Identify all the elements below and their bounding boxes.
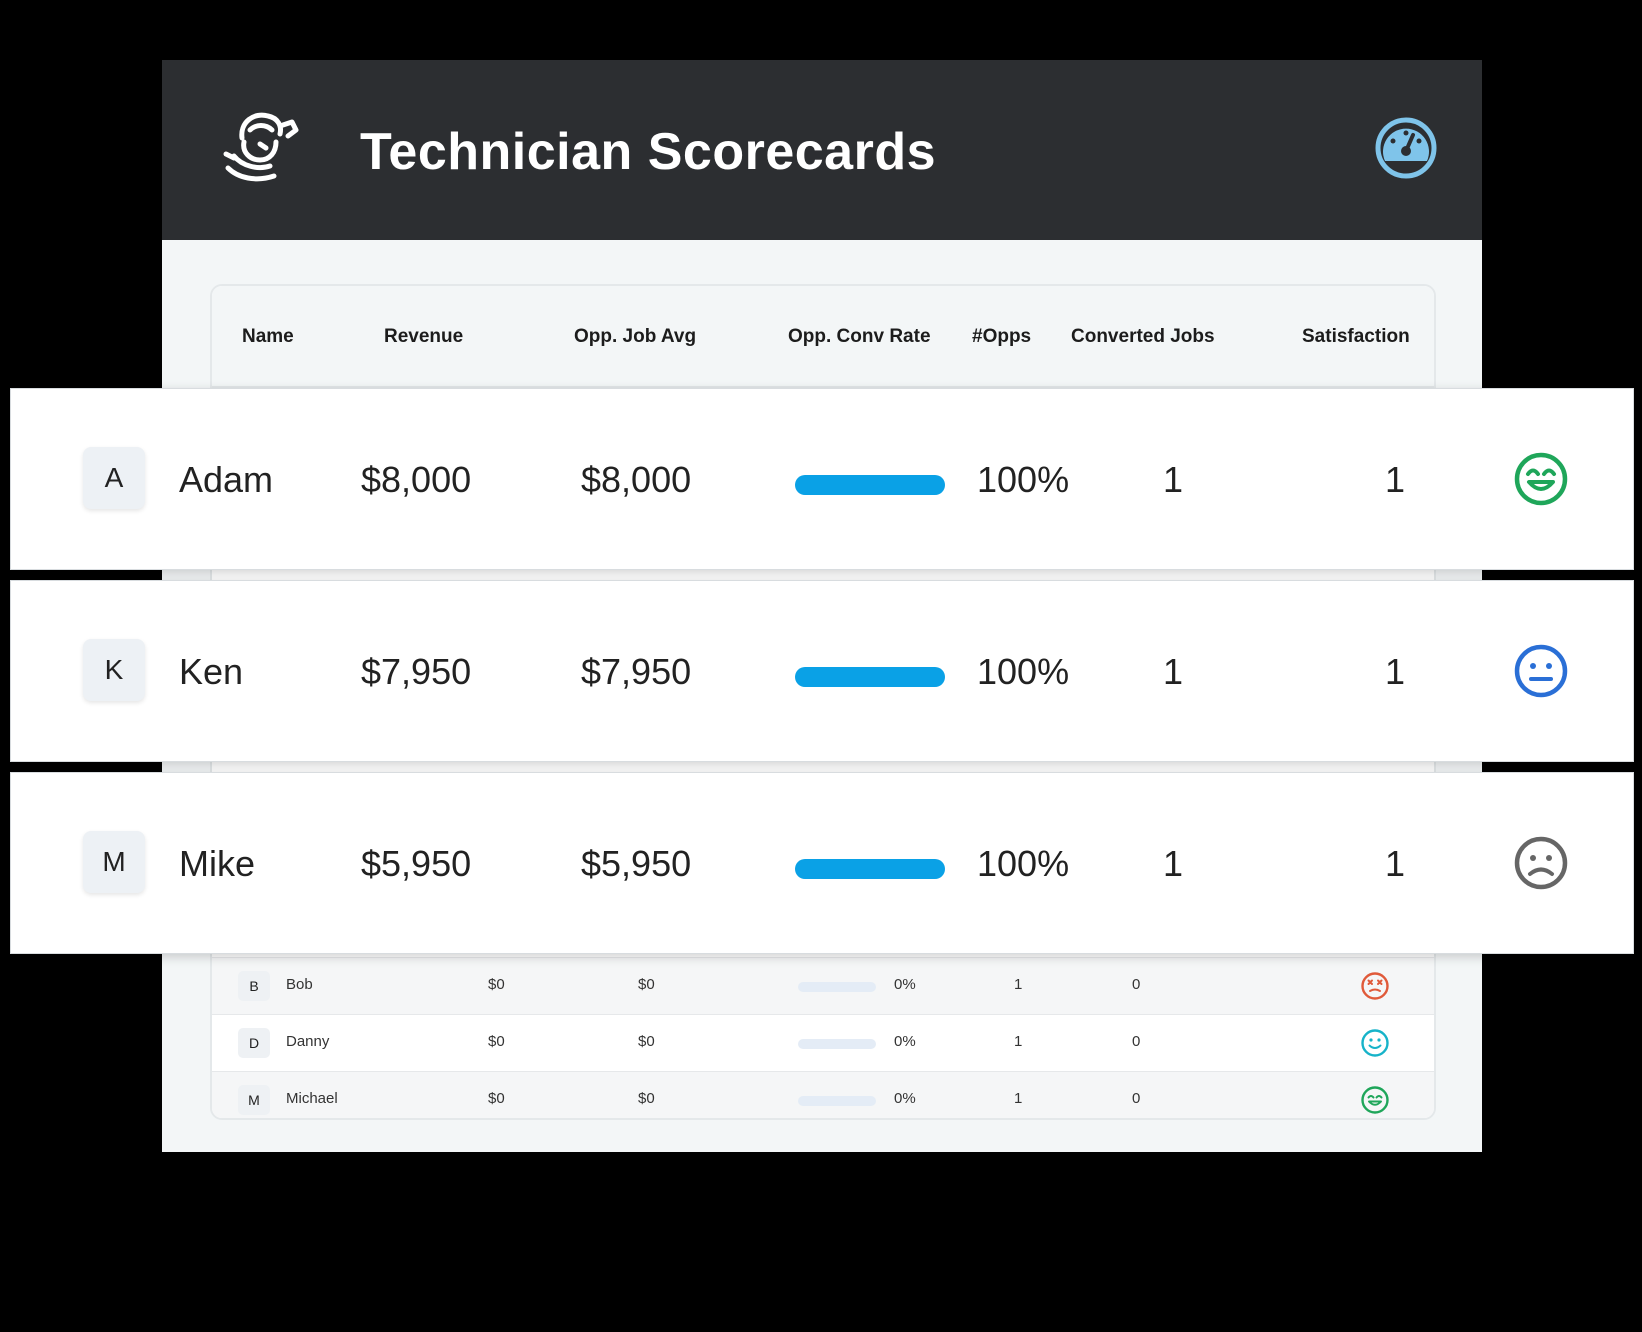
opps-value: 1 <box>1014 976 1023 993</box>
revenue-value: $5,950 <box>361 843 472 884</box>
conv-rate-value: 0% <box>894 1033 916 1050</box>
column-header-converted-jobs[interactable]: Converted Jobs <box>1071 326 1215 347</box>
highlight-card-ken[interactable]: K Ken $7,950 $7,950 100% 1 1 <box>10 580 1634 762</box>
column-header-revenue[interactable]: Revenue <box>384 326 464 347</box>
conv-rate-bar <box>795 859 945 879</box>
conv-rate-bar <box>795 475 945 495</box>
avatar: M <box>83 831 145 893</box>
conv-rate-value: 100% <box>977 651 1070 692</box>
avatar: D <box>238 1028 270 1058</box>
conv-rate-value: 100% <box>977 843 1070 884</box>
avatar: A <box>83 447 145 509</box>
opps-value: 1 <box>1014 1033 1023 1050</box>
converted-jobs-value: 1 <box>1385 459 1406 500</box>
converted-jobs-value: 0 <box>1132 1033 1141 1050</box>
mascot-logo-icon <box>223 112 299 182</box>
table-row[interactable]: D Danny $0 $0 0% 1 0 <box>212 1014 1434 1071</box>
opps-value: 1 <box>1163 651 1184 692</box>
conv-rate-value: 0% <box>894 1090 916 1107</box>
technician-name: Michael <box>286 1090 338 1107</box>
converted-jobs-value: 0 <box>1132 976 1141 993</box>
conv-rate-bar <box>798 1039 876 1049</box>
neutral-face-icon <box>1514 644 1568 698</box>
conv-rate-bar <box>798 1096 876 1106</box>
highlight-card-adam[interactable]: A Adam $8,000 $8,000 100% 1 1 <box>10 388 1634 570</box>
sad-face-icon <box>1514 836 1568 890</box>
grin-face-icon <box>1514 452 1568 506</box>
conv-rate-value: 0% <box>894 976 916 993</box>
revenue-value: $7,950 <box>361 651 472 692</box>
technician-name: Mike <box>179 843 256 884</box>
revenue-value: $8,000 <box>361 459 472 500</box>
opps-value: 1 <box>1163 843 1184 884</box>
opp-job-avg-value: $0 <box>638 1033 655 1050</box>
avatar: M <box>238 1085 270 1115</box>
opp-job-avg-value: $7,950 <box>581 651 692 692</box>
revenue-value: $0 <box>488 1090 505 1107</box>
dizzy-face-icon <box>1361 972 1389 1000</box>
avatar: K <box>83 639 145 701</box>
converted-jobs-value: 0 <box>1132 1090 1141 1107</box>
opp-job-avg-value: $8,000 <box>581 459 692 500</box>
revenue-value: $0 <box>488 976 505 993</box>
conv-rate-value: 100% <box>977 459 1070 500</box>
conv-rate-bar <box>795 667 945 687</box>
smile-face-icon <box>1361 1029 1389 1057</box>
opp-job-avg-value: $5,950 <box>581 843 692 884</box>
header-bar: Technician Scorecards <box>162 60 1482 240</box>
technician-name: Adam <box>179 459 274 500</box>
speedometer-icon[interactable] <box>1375 117 1437 179</box>
conv-rate-bar <box>798 982 876 992</box>
table-row[interactable]: B Bob $0 $0 0% 1 0 <box>212 957 1434 1014</box>
table-header: Name Revenue Opp. Job Avg Opp. Conv Rate… <box>212 286 1434 388</box>
opp-job-avg-value: $0 <box>638 1090 655 1107</box>
opp-job-avg-value: $0 <box>638 976 655 993</box>
column-header-opp-conv-rate[interactable]: Opp. Conv Rate <box>788 326 931 347</box>
technician-name: Ken <box>179 651 244 692</box>
column-header-name[interactable]: Name <box>242 326 294 347</box>
column-header-opp-job-avg[interactable]: Opp. Job Avg <box>574 326 697 347</box>
avatar: B <box>238 971 270 1001</box>
table-row[interactable]: M Michael $0 $0 0% 1 0 <box>212 1071 1434 1118</box>
page-title: Technician Scorecards <box>360 123 936 181</box>
revenue-value: $0 <box>488 1033 505 1050</box>
technician-name: Danny <box>286 1033 330 1050</box>
opps-value: 1 <box>1163 459 1184 500</box>
opps-value: 1 <box>1014 1090 1023 1107</box>
technician-name: Bob <box>286 976 313 993</box>
column-header-opps[interactable]: #Opps <box>972 326 1032 347</box>
converted-jobs-value: 1 <box>1385 843 1406 884</box>
converted-jobs-value: 1 <box>1385 651 1406 692</box>
column-header-satisfaction[interactable]: Satisfaction <box>1302 326 1410 347</box>
grin-face-icon <box>1361 1086 1389 1114</box>
highlight-card-mike[interactable]: M Mike $5,950 $5,950 100% 1 1 <box>10 772 1634 954</box>
